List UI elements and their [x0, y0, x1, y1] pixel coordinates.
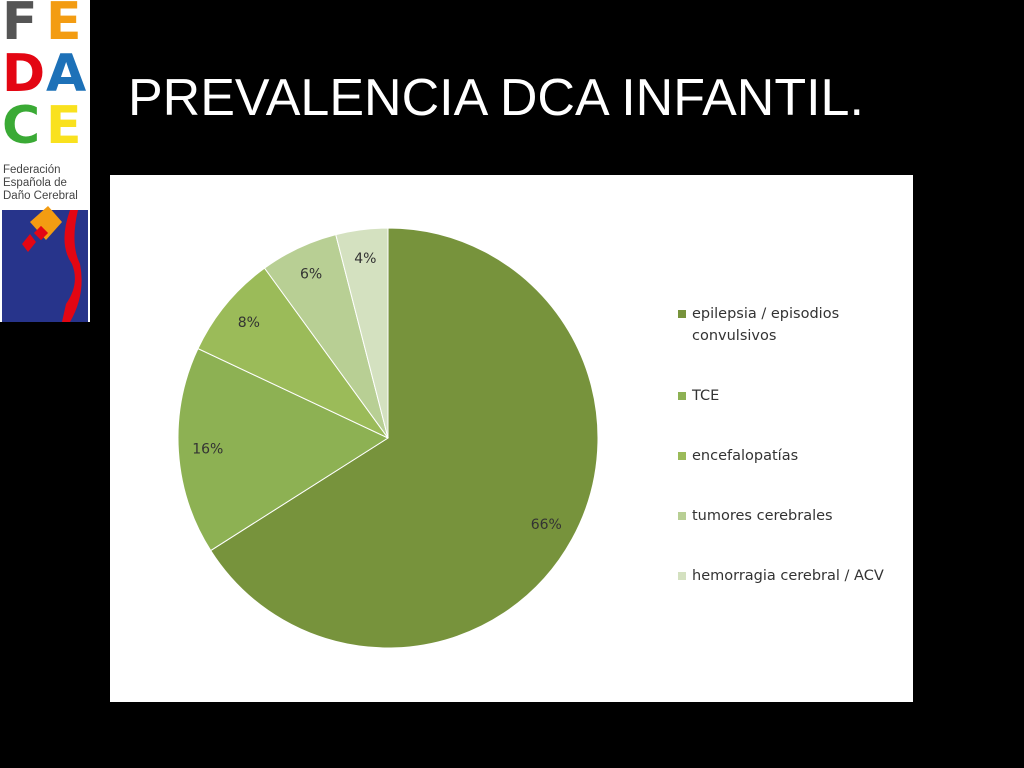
logo-letter: E [46, 0, 82, 52]
legend-label: encefalopatías [692, 448, 799, 464]
logo-letter: D [2, 44, 46, 104]
logo-caption-line: Española de [3, 177, 67, 189]
logo-letter: C [2, 96, 41, 156]
logo-caption-line: Federación [3, 164, 61, 176]
legend-swatch [678, 310, 686, 318]
legend-item: epilepsia / episodios convulsivos [678, 303, 908, 347]
legend-swatch [678, 572, 686, 580]
legend-item: TCE [678, 385, 908, 407]
legend-swatch [678, 512, 686, 520]
slice-label: 8% [238, 315, 260, 331]
slide-title: PREVALENCIA DCA INFANTIL. [128, 69, 864, 127]
logo-emblem [2, 206, 88, 322]
legend-label: TCE [692, 388, 720, 404]
legend-item: tumores cerebrales [678, 505, 908, 527]
slice-label: 66% [531, 517, 562, 533]
legend-label: tumores cerebrales [692, 508, 833, 524]
legend-item: encefalopatías [678, 445, 908, 467]
legend-label: hemorragia cerebral / ACV [692, 568, 884, 584]
legend-label: epilepsia / episodios convulsivos [692, 306, 840, 344]
slice-label: 6% [300, 267, 322, 283]
pie-chart: 66% 16% 8% 6% 4% [177, 227, 599, 649]
legend-item: hemorragia cerebral / ACV [678, 565, 908, 587]
logo-letter: A [46, 44, 87, 104]
pie-slice [197, 267, 389, 439]
logo-letter: E [46, 96, 82, 156]
pie-slice [210, 227, 599, 649]
slice-label: 4% [354, 251, 376, 267]
legend: epilepsia / episodios convulsivos TCE ence… [678, 303, 908, 625]
legend-swatch [678, 452, 686, 460]
logo-caption: Federación Española de Daño Cerebral [3, 164, 78, 203]
chart-panel: 66% 16% 8% 6% 4% epilepsia / episodios convu… [110, 175, 913, 702]
logo-letter: F [2, 0, 38, 52]
logo-caption-line: Daño Cerebral [3, 190, 78, 202]
legend-swatch [678, 392, 686, 400]
slice-label: 16% [192, 441, 223, 457]
pie-slice [177, 347, 390, 552]
pie-slice [335, 227, 389, 439]
